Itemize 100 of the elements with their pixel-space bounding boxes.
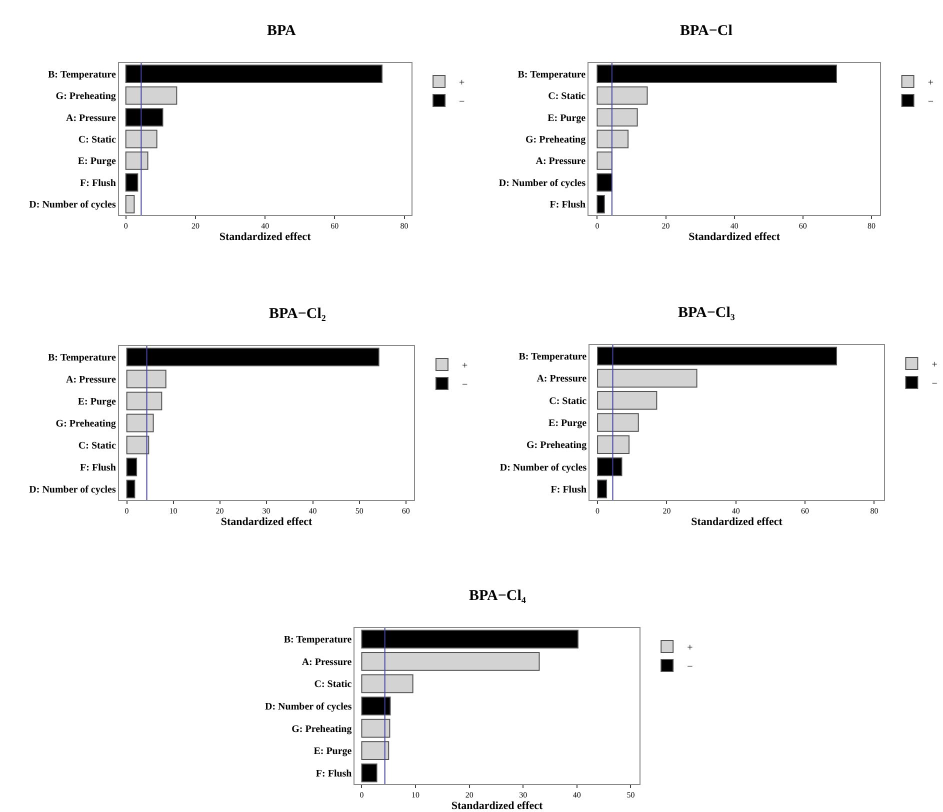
x-tick-label: 60 <box>801 506 810 516</box>
bar <box>361 763 378 782</box>
bar <box>125 173 138 192</box>
x-tick-label: 80 <box>870 506 878 516</box>
legend-label: + <box>687 642 694 654</box>
y-tick-label: C: Static <box>78 440 116 452</box>
x-tick-label: 20 <box>191 222 200 231</box>
y-tick-label: F: Flush <box>550 484 588 496</box>
bar <box>125 194 135 214</box>
x-tick-label: 0 <box>124 506 129 516</box>
y-tick-label: C: Static <box>78 134 116 146</box>
x-tick-label: 10 <box>412 790 420 800</box>
x-tick-label: 60 <box>798 222 807 231</box>
chart-title: BPA−Cl₂ <box>269 306 326 322</box>
x-axis-title: Standardized effect <box>219 230 312 243</box>
y-tick-label: F: Flush <box>80 462 116 474</box>
x-tick-label: 80 <box>400 222 408 231</box>
y-tick-label: C: Static <box>548 91 586 102</box>
x-tick-label: 80 <box>867 222 876 231</box>
x-axis-title: Standardized effect <box>688 230 780 243</box>
bar <box>126 370 166 388</box>
y-tick-label: B: Temperature <box>48 69 116 80</box>
bar <box>597 346 838 366</box>
bar <box>126 458 138 476</box>
y-tick-label: G: Preheating <box>56 91 116 102</box>
x-tick-label: 40 <box>261 222 270 231</box>
bar <box>125 152 148 170</box>
y-tick-label: D: Number of cycles <box>29 484 116 496</box>
bar <box>596 173 612 192</box>
legend-label: + <box>459 77 466 88</box>
x-tick-label: 0 <box>360 790 364 800</box>
x-axis-title: Standardized effect <box>451 800 544 812</box>
legend-label: − <box>459 96 466 108</box>
x-tick-label: 30 <box>262 506 270 516</box>
chart-title: BPA−Cl₄ <box>469 588 526 604</box>
bar <box>597 368 698 388</box>
bar <box>125 64 383 84</box>
y-tick-label: A: Pressure <box>66 112 116 124</box>
bar <box>361 696 391 716</box>
y-tick-label: F: Flush <box>316 768 352 780</box>
y-tick-label: G: Preheating <box>56 418 116 430</box>
legend-label: − <box>932 378 938 390</box>
x-axis-title: Standardized effect <box>220 516 313 528</box>
bar <box>596 194 605 214</box>
y-tick-label: G: Preheating <box>292 724 352 735</box>
y-tick-label: E: Purge <box>78 156 116 168</box>
y-tick-label: F: Flush <box>550 200 586 211</box>
bar <box>596 86 648 105</box>
bar <box>126 414 154 432</box>
x-tick-label: 50 <box>355 506 364 516</box>
bar <box>125 130 158 148</box>
bar <box>126 348 380 366</box>
y-tick-label: A: Pressure <box>536 156 586 168</box>
y-tick-label: B: Temperature <box>48 352 116 364</box>
y-tick-label: B: Temperature <box>518 352 588 363</box>
bar <box>596 108 638 126</box>
x-tick-label: 60 <box>330 222 339 231</box>
y-tick-label: F: Flush <box>80 178 116 189</box>
x-tick-label: 20 <box>662 222 670 231</box>
y-tick-label: A: Pressure <box>536 374 588 385</box>
x-tick-label: 40 <box>572 790 581 800</box>
chart-title: BPA <box>267 23 296 39</box>
x-tick-label: 40 <box>308 506 317 516</box>
bar <box>126 436 150 454</box>
x-tick-label: 40 <box>732 506 740 516</box>
y-tick-label: B: Temperature <box>518 69 586 80</box>
bar <box>596 152 612 170</box>
x-tick-label: 0 <box>595 222 600 231</box>
bar <box>596 64 837 84</box>
y-tick-label: E: Purge <box>548 418 588 429</box>
legend-label: + <box>932 359 938 370</box>
bar <box>361 652 540 671</box>
legend-label: − <box>928 96 934 108</box>
legend-label: − <box>462 379 468 390</box>
y-tick-label: D: Number of cycles <box>29 200 116 211</box>
bar <box>597 480 608 498</box>
y-tick-label: G: Preheating <box>526 134 586 146</box>
chart-title: BPA−Cl₃ <box>678 305 736 321</box>
y-tick-label: D: Number of cycles <box>500 462 587 474</box>
x-tick-label: 30 <box>519 790 528 800</box>
y-tick-label: B: Temperature <box>284 634 352 646</box>
x-tick-label: 0 <box>596 506 600 516</box>
y-tick-label: D: Number of cycles <box>264 702 352 712</box>
bar <box>361 630 578 649</box>
x-tick-label: 50 <box>626 790 635 800</box>
y-tick-label: E: Purge <box>78 396 116 408</box>
x-tick-label: 20 <box>216 506 224 516</box>
bar <box>361 674 414 694</box>
bar <box>597 435 630 454</box>
bar <box>126 392 162 410</box>
y-tick-label: D: Number of cycles <box>498 178 586 189</box>
bar <box>361 718 390 738</box>
legend-label: + <box>928 77 934 88</box>
y-tick-label: E: Purge <box>548 112 586 124</box>
y-tick-label: G: Preheating <box>526 440 587 452</box>
legend-label: − <box>687 661 694 672</box>
y-tick-label: A: Pressure <box>302 656 352 668</box>
legend-label: + <box>462 360 468 372</box>
y-tick-label: C: Static <box>314 679 352 690</box>
x-tick-label: 60 <box>402 506 410 516</box>
